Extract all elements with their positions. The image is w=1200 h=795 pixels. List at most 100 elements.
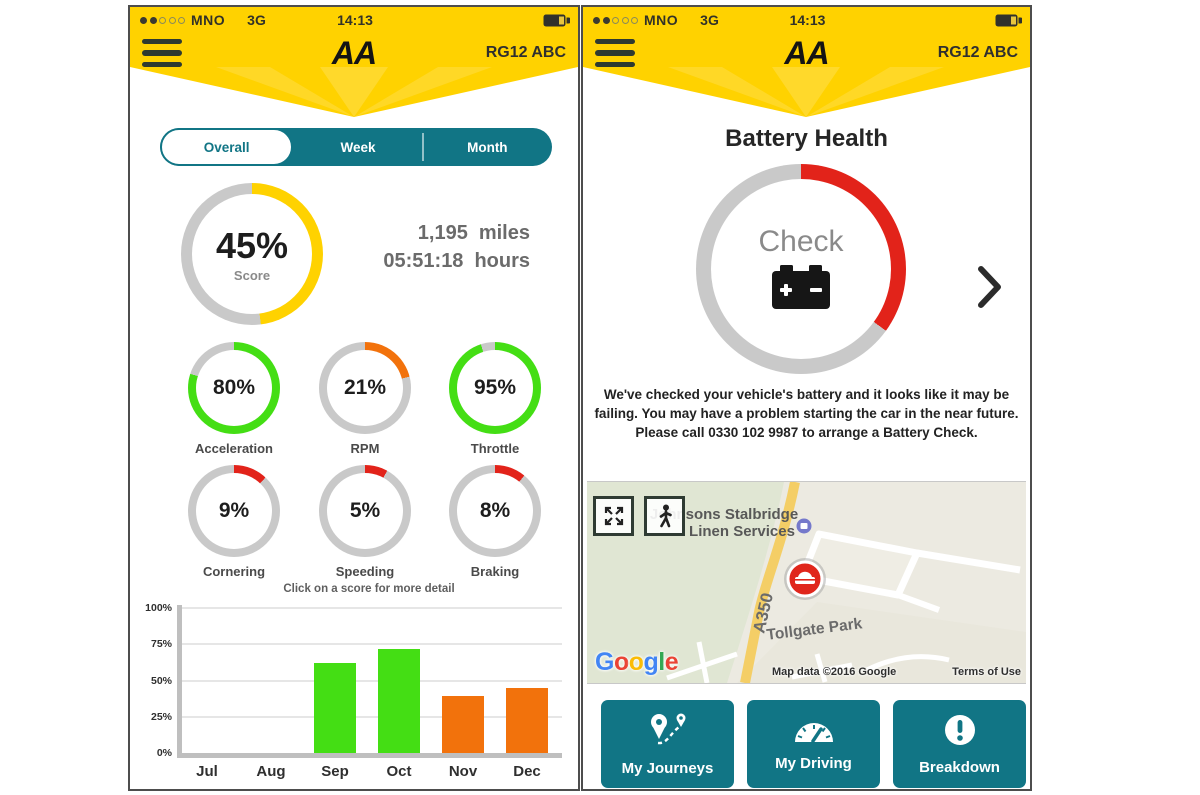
chart-gridline	[182, 643, 562, 646]
x-axis-label-oct: Oct	[386, 763, 412, 780]
network-type-label: 3G	[700, 12, 719, 28]
signal-dot	[140, 16, 147, 24]
gauge-rpm[interactable]: 21%	[319, 342, 411, 434]
chart-gridline	[182, 679, 562, 682]
network-type-label: 3G	[247, 12, 266, 28]
signal-dot	[178, 16, 185, 24]
x-axis-label-aug: Aug	[256, 763, 286, 780]
gauge-label-acceleration: Acceleration	[194, 441, 274, 456]
gauge-acceleration[interactable]: 80%	[188, 342, 280, 434]
hours-unit: hours	[474, 250, 530, 272]
battery-status-icon	[995, 14, 1022, 27]
x-axis-label-nov: Nov	[448, 763, 478, 780]
gauge-label-speeding: Speeding	[335, 564, 395, 579]
signal-dot	[621, 16, 629, 24]
vehicle-location-marker	[784, 558, 826, 600]
overall-score-gauge[interactable]: 45% Score	[181, 183, 323, 325]
x-axis-label-jul: Jul	[196, 763, 218, 780]
fullscreen-icon	[604, 506, 623, 526]
clock-label: 14:13	[337, 12, 373, 28]
bottom-button-row: My Journeys My Driving Breakdown	[601, 700, 1026, 788]
signal-dot	[612, 16, 619, 24]
speedometer-icon	[792, 717, 836, 748]
page-title: Battery Health	[725, 125, 888, 152]
signal-dot	[168, 16, 176, 24]
bar-nov[interactable]	[442, 696, 484, 753]
status-bar: MNO 3G 14:13	[593, 10, 1022, 30]
gauge-cornering[interactable]: 9%	[188, 465, 280, 557]
gauge-braking[interactable]: 8%	[449, 465, 541, 557]
y-axis-tick: 50%	[150, 674, 172, 687]
map-attribution: Map data ©2016 Google Terms of Use	[772, 666, 1021, 678]
monthly-score-bar-chart: Click on a score for more detail 0% 25% 50…	[130, 567, 578, 789]
nav-bar: AA RG12 ABC	[142, 31, 566, 75]
breakdown-button[interactable]: Breakdown	[893, 700, 1026, 788]
header-vee-decoration	[583, 67, 1030, 117]
tab-week[interactable]: Week	[340, 139, 376, 155]
battery-warning-message: We've checked your vehicle's battery and…	[594, 387, 1019, 440]
hamburger-menu-icon[interactable]	[142, 38, 182, 68]
vehicle-plate-label: RG12 ABC	[937, 44, 1018, 61]
my-journeys-button[interactable]: My Journeys	[601, 700, 734, 788]
tab-overall[interactable]: Overall	[160, 128, 294, 166]
carrier-label: MNO	[191, 12, 226, 28]
hamburger-menu-icon[interactable]	[595, 38, 635, 68]
fullscreen-button[interactable]	[593, 496, 634, 536]
gauge-label-rpm: RPM	[350, 441, 380, 456]
breakdown-warning-icon	[943, 713, 977, 752]
x-axis-line	[177, 753, 562, 758]
vehicle-plate-label: RG12 ABC	[485, 44, 566, 61]
my-driving-button[interactable]: My Driving	[747, 700, 880, 788]
bar-sep[interactable]	[314, 663, 356, 753]
signal-dot	[602, 16, 610, 24]
google-logo[interactable]: Google	[595, 648, 679, 676]
score-value: 45%	[215, 225, 289, 266]
trip-stats: 1,195 miles 05:51:18 hours	[358, 219, 530, 275]
aa-logo: AA	[331, 34, 377, 71]
aa-logo: AA	[784, 34, 829, 71]
status-bar: MNO 3G 14:13	[140, 10, 570, 30]
gauge-speeding[interactable]: 5%	[319, 465, 411, 557]
score-caption: Score	[233, 268, 271, 283]
y-axis-tick: 100%	[145, 602, 172, 614]
signal-dot	[159, 16, 166, 24]
chevron-right-icon[interactable]	[977, 265, 1003, 314]
car-battery-icon	[772, 264, 830, 314]
bar-dec[interactable]	[506, 687, 548, 753]
svg-text:Johnsons Stalbridge: Johnsons Stalbridge	[650, 506, 798, 523]
chart-gridline	[182, 607, 562, 609]
map-view[interactable]: A350 Johnsons Stalbridge Linen Services …	[587, 481, 1026, 684]
pedestrian-view-button[interactable]	[644, 496, 685, 536]
clock-label: 14:13	[789, 12, 826, 28]
y-axis-tick: 75%	[150, 638, 172, 651]
signal-dot	[149, 16, 157, 24]
nav-bar: AA RG12 ABC	[595, 31, 1018, 75]
tab-month[interactable]: Month	[421, 128, 552, 166]
app-header	[583, 7, 1030, 67]
chart-hint-text: Click on a score for more detail	[283, 583, 455, 595]
gauge-label-cornering: Cornering	[202, 564, 266, 579]
terms-of-use-link[interactable]: Terms of Use	[952, 666, 1021, 678]
gauge-label-throttle: Throttle	[470, 441, 520, 456]
x-axis-label-dec: Dec	[513, 763, 541, 780]
miles-unit: miles	[478, 222, 530, 244]
y-axis-line	[177, 605, 182, 758]
bar-oct[interactable]	[378, 648, 420, 753]
x-axis-label-sep: Sep	[321, 763, 349, 780]
chart-gridline	[182, 715, 562, 718]
battery-health-gauge[interactable]: Check	[696, 164, 906, 374]
signal-strength-icon	[140, 16, 185, 24]
phone-screenshot-driving-scores: MNO 3G 14:13 AA RG12 ABC Overall Week Mo…	[128, 5, 580, 791]
signal-dot	[593, 16, 600, 24]
signal-strength-icon	[593, 16, 638, 24]
signal-dot	[631, 16, 638, 24]
carrier-label: MNO	[644, 12, 679, 28]
phone-screenshot-battery-health: MNO 3G 14:13 AA RG12 ABC Battery Health …	[581, 5, 1032, 791]
gauge-throttle[interactable]: 95%	[449, 342, 541, 434]
battery-status-icon	[543, 14, 570, 27]
period-tabbar: Overall Week Month	[160, 128, 552, 166]
hours-value: 05:51:18	[383, 250, 464, 272]
journeys-route-icon	[646, 712, 690, 753]
y-axis-tick: 0%	[156, 747, 172, 759]
